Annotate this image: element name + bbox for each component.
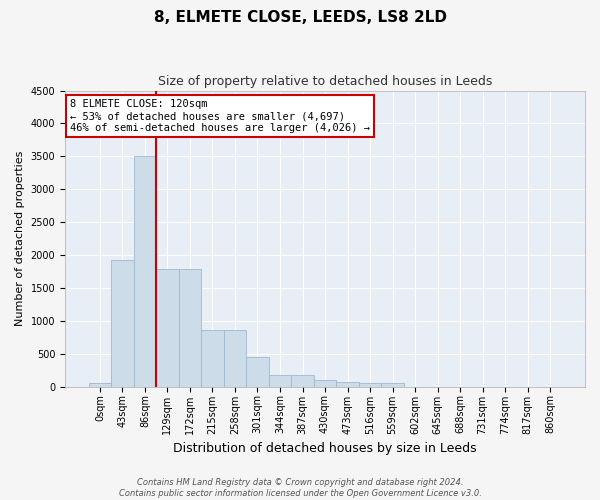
Bar — [224, 330, 246, 386]
Title: Size of property relative to detached houses in Leeds: Size of property relative to detached ho… — [158, 75, 492, 88]
Y-axis label: Number of detached properties: Number of detached properties — [15, 151, 25, 326]
Text: Contains HM Land Registry data © Crown copyright and database right 2024.
Contai: Contains HM Land Registry data © Crown c… — [119, 478, 481, 498]
X-axis label: Distribution of detached houses by size in Leeds: Distribution of detached houses by size … — [173, 442, 477, 455]
Bar — [381, 384, 404, 386]
Bar — [156, 269, 179, 386]
Bar — [134, 156, 156, 386]
Bar — [291, 375, 314, 386]
Bar — [336, 382, 359, 386]
Text: 8, ELMETE CLOSE, LEEDS, LS8 2LD: 8, ELMETE CLOSE, LEEDS, LS8 2LD — [154, 10, 446, 25]
Bar — [246, 357, 269, 386]
Bar — [179, 269, 201, 386]
Bar — [111, 260, 134, 386]
Bar — [201, 330, 224, 386]
Bar — [314, 380, 336, 386]
Bar — [89, 384, 111, 386]
Bar — [359, 384, 381, 386]
Text: 8 ELMETE CLOSE: 120sqm
← 53% of detached houses are smaller (4,697)
46% of semi-: 8 ELMETE CLOSE: 120sqm ← 53% of detached… — [70, 100, 370, 132]
Bar — [269, 375, 291, 386]
